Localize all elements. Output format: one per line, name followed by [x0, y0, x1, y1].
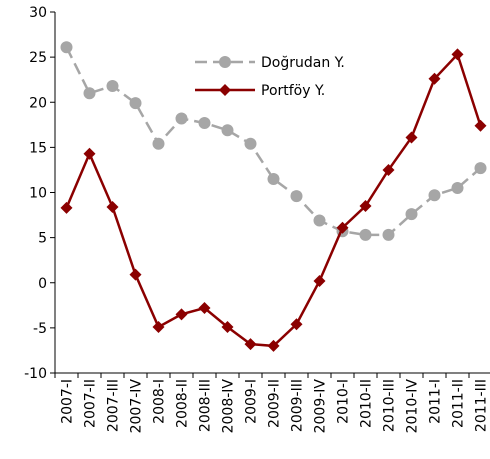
x-tick-label: 2007-III — [106, 379, 122, 432]
point — [175, 112, 188, 125]
point — [313, 214, 326, 227]
point — [198, 302, 211, 315]
x-tick-label: 2011-I — [428, 379, 444, 424]
legend-marker — [219, 56, 231, 68]
point — [474, 162, 487, 175]
y-tick-label: -5 — [33, 321, 47, 337]
point — [267, 339, 280, 352]
point — [451, 181, 464, 194]
x-tick-label: 2009-II — [267, 379, 283, 428]
point — [451, 48, 464, 61]
x-tick-label: 2008-IV — [221, 379, 237, 434]
legend-label: Doğrudan Y. — [261, 55, 345, 71]
point — [359, 200, 372, 213]
legend-marker — [219, 84, 231, 96]
point — [60, 41, 73, 54]
y-tick-label: 5 — [38, 231, 47, 247]
x-tick-label: 2009-IV — [313, 379, 329, 434]
x-tick-label: 2008-I — [152, 379, 168, 424]
point — [129, 268, 142, 281]
point — [106, 80, 119, 93]
point — [290, 318, 303, 331]
point — [405, 131, 418, 144]
y-tick-label: 30 — [29, 5, 47, 21]
x-tick-label: 2008-III — [198, 379, 214, 432]
point — [221, 320, 234, 333]
point — [428, 72, 441, 85]
point — [60, 201, 73, 214]
point — [290, 190, 303, 203]
x-tick-label: 2010-II — [359, 379, 375, 428]
y-tick-label: 15 — [29, 140, 47, 156]
x-tick-label: 2009-III — [290, 379, 306, 432]
x-tick-label: 2011-III — [474, 379, 490, 432]
point — [152, 320, 165, 333]
point — [405, 208, 418, 221]
y-tick-label: 25 — [29, 50, 47, 66]
point — [129, 97, 142, 110]
series-line — [65, 46, 482, 237]
point — [83, 87, 96, 100]
point — [198, 117, 211, 130]
point — [83, 147, 96, 160]
point — [175, 308, 188, 321]
point — [382, 163, 395, 176]
x-tick-label: 2007-I — [60, 379, 76, 424]
x-tick-label: 2011-II — [451, 379, 467, 428]
x-tick-label: 2010-IV — [405, 379, 421, 434]
point — [359, 228, 372, 241]
x-tick-label: 2010-III — [382, 379, 398, 432]
point — [474, 119, 487, 132]
point — [267, 172, 280, 185]
y-tick-label: 0 — [38, 276, 47, 292]
point — [221, 124, 234, 137]
x-tick-label: 2008-II — [175, 379, 191, 428]
point — [244, 338, 257, 351]
point — [382, 228, 395, 241]
point — [336, 221, 349, 234]
x-tick-label: 2007-II — [83, 379, 99, 428]
x-tick-label: 2010-I — [336, 379, 352, 424]
y-tick-label: 10 — [29, 186, 47, 202]
legend-label: Portföy Y. — [261, 83, 325, 99]
point — [313, 274, 326, 287]
point — [428, 189, 441, 202]
point — [106, 200, 119, 213]
point — [244, 137, 257, 150]
point — [152, 137, 165, 150]
x-tick-label: 2007-IV — [129, 379, 145, 434]
y-tick-label: 20 — [29, 95, 47, 111]
y-tick-label: -10 — [24, 366, 47, 382]
x-tick-label: 2009-I — [244, 379, 260, 424]
